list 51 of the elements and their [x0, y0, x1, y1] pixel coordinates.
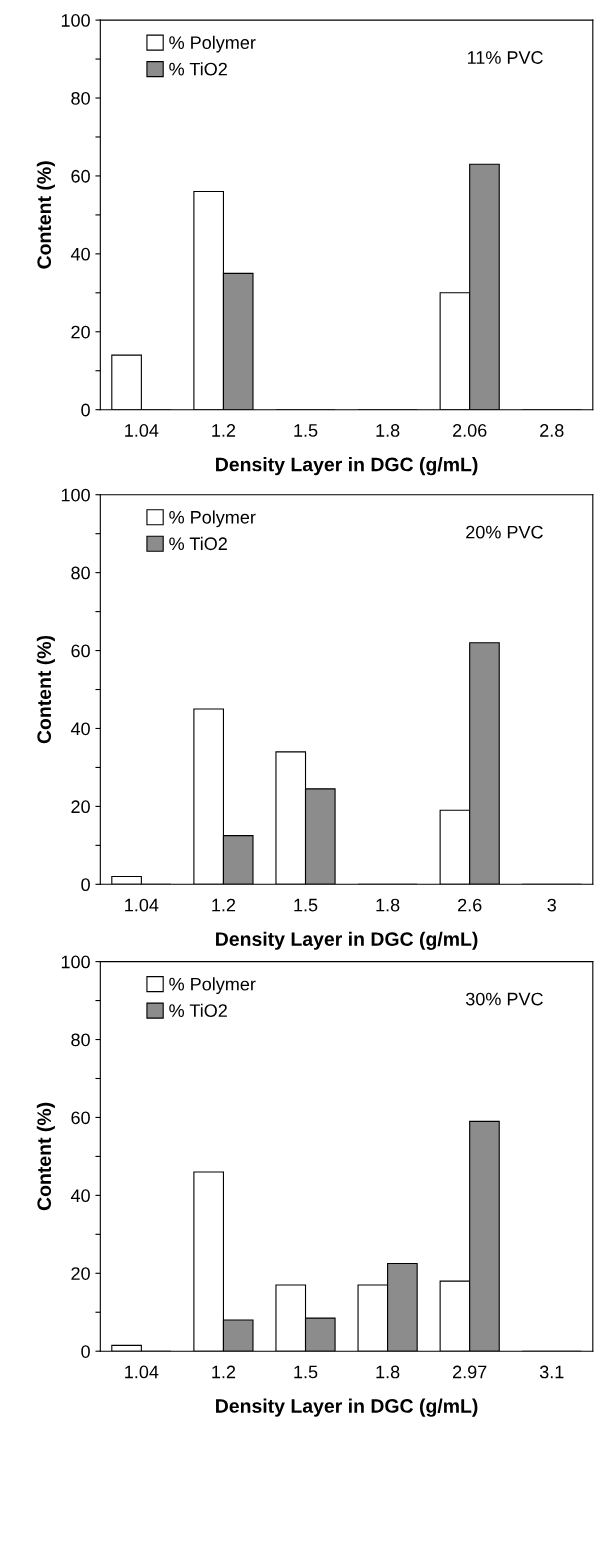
y-tick-label: 80 — [71, 566, 90, 580]
x-tick-label: 3.1 — [539, 1365, 564, 1379]
legend-label: % TiO2 — [169, 1003, 227, 1018]
x-tick-label: 2.6 — [458, 898, 482, 912]
annotation: 20% PVC — [466, 525, 543, 539]
x-tick-label: 1.04 — [125, 898, 159, 912]
x-tick-label: 2.06 — [453, 424, 487, 437]
y-tick-label: 100 — [61, 14, 90, 27]
y-tick-label: 20 — [71, 1267, 90, 1281]
y-tick-label: 20 — [71, 800, 90, 814]
y-tick-label: 60 — [71, 644, 90, 658]
legend-label: % TiO2 — [169, 62, 227, 76]
x-tick-label: 1.04 — [125, 424, 159, 437]
x-tick-label: 2.8 — [540, 424, 564, 437]
y-tick-label: 60 — [71, 1111, 90, 1125]
legend-label: % Polymer — [169, 510, 256, 528]
y-tick-label: 40 — [70, 1189, 90, 1203]
x-tick-label: 1.8 — [376, 424, 400, 437]
y-tick-label: 0 — [81, 403, 90, 417]
y-axis-title: Content (%) — [36, 1102, 55, 1211]
x-axis-title: Density Layer in DGC (g/mL) — [216, 931, 478, 950]
y-axis-title: Content (%) — [36, 635, 55, 744]
x-tick-label: 1.8 — [376, 898, 400, 912]
x-tick-label: 1.2 — [212, 424, 236, 437]
annotation: 11% PVC — [467, 51, 543, 64]
x-tick-label: 1.5 — [294, 1365, 318, 1379]
x-tick-label: 1.2 — [212, 898, 236, 912]
y-axis-title: Content (%) — [36, 161, 55, 269]
x-tick-label: 1.2 — [212, 1365, 236, 1379]
annotation: 30% PVC — [465, 992, 543, 1006]
x-tick-label: 1.5 — [294, 898, 318, 912]
x-tick-label: 1.04 — [125, 1365, 159, 1379]
legend-label: % Polymer — [169, 977, 256, 995]
y-tick-label: 20 — [71, 325, 90, 339]
x-axis-title: Density Layer in DGC (g/mL) — [216, 1398, 478, 1417]
legend-label: % TiO2 — [169, 536, 227, 551]
y-tick-label: 60 — [71, 169, 90, 183]
y-tick-label: 0 — [81, 878, 90, 892]
x-tick-label: 1.8 — [376, 1365, 400, 1379]
x-axis-title: Density Layer in DGC (g/mL) — [216, 457, 478, 476]
x-tick-label: 2.97 — [453, 1365, 487, 1379]
y-tick-label: 100 — [61, 955, 90, 969]
y-tick-label: 80 — [71, 91, 90, 105]
x-tick-label: 1.5 — [294, 424, 318, 437]
legend-label: % Polymer — [169, 35, 256, 53]
y-tick-label: 40 — [70, 722, 90, 736]
y-tick-label: 0 — [81, 1345, 90, 1358]
y-tick-label: 80 — [71, 1033, 90, 1047]
x-tick-label: 3 — [547, 898, 556, 912]
y-tick-label: 40 — [70, 247, 90, 261]
y-tick-label: 100 — [61, 488, 90, 502]
